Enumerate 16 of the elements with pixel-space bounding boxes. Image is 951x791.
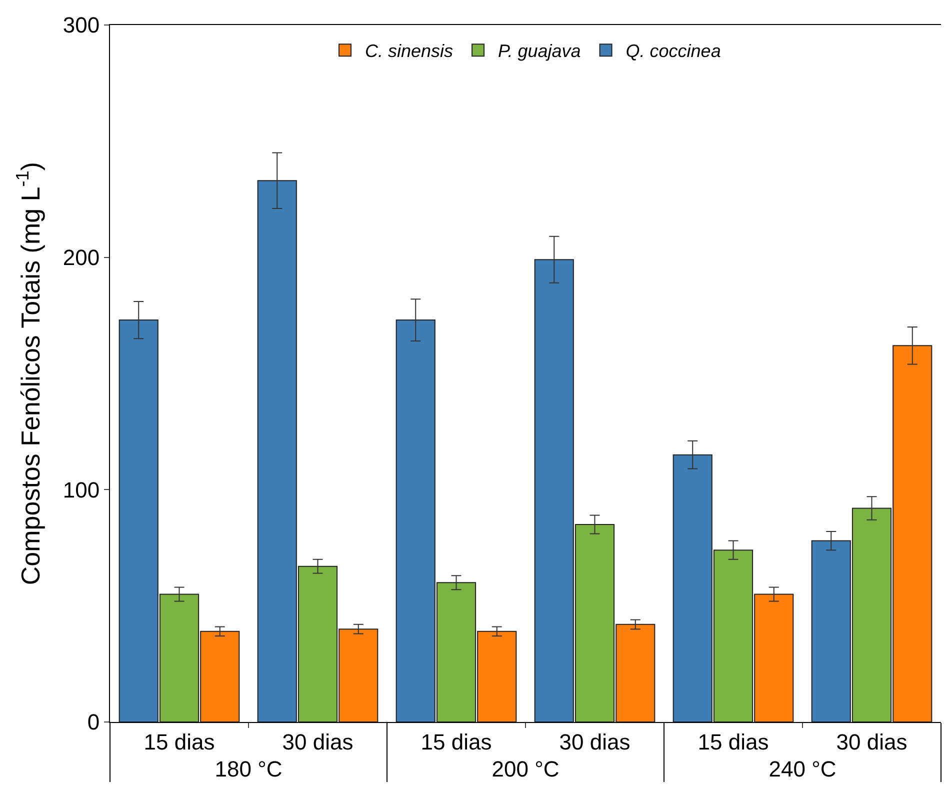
x-tick-label: 30 dias bbox=[282, 729, 354, 754]
x-tick-label: 15 dias bbox=[420, 729, 492, 754]
y-tick-label: 100 bbox=[62, 477, 100, 502]
legend-label: P. guajava bbox=[498, 41, 581, 62]
text: 240 °C bbox=[768, 756, 836, 782]
x-tick-label: 30 dias bbox=[559, 729, 630, 754]
legend-label: Q. coccinea bbox=[626, 41, 721, 62]
y-tick-label: 0 bbox=[87, 710, 100, 735]
y-tick-label: 300 bbox=[62, 12, 100, 38]
y-tick-label: 200 bbox=[62, 245, 100, 270]
x-tick-label: 30 dias bbox=[836, 729, 908, 754]
text: 180 °C bbox=[214, 756, 282, 782]
legend-label: C. sinensis bbox=[365, 41, 454, 62]
x-tick-label: 15 dias bbox=[144, 729, 215, 754]
text: 200 °C bbox=[492, 756, 560, 782]
x-tick-label: 15 dias bbox=[698, 729, 769, 754]
